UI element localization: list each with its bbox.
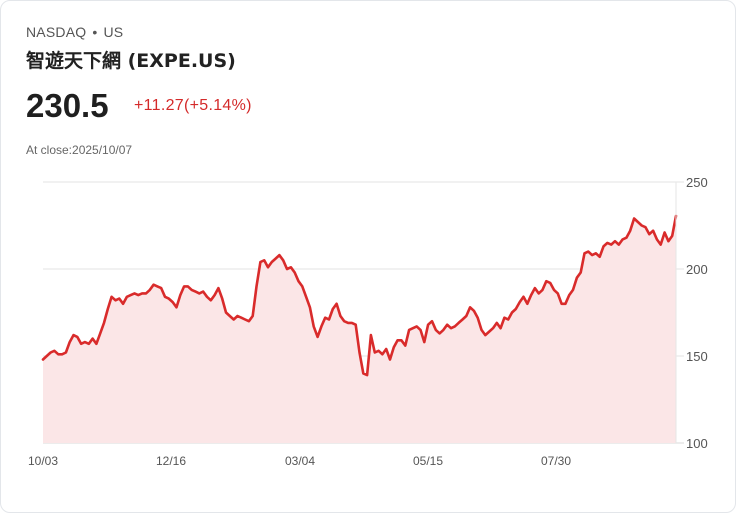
stock-price: 230.5 [26, 87, 109, 124]
exchange-name: NASDAQ [26, 24, 87, 40]
x-tick-label: 12/16 [156, 454, 186, 468]
close-date: At close:2025/10/07 [26, 143, 133, 157]
separator-dot: • [92, 24, 98, 40]
stock-title: 智遊天下網 (EXPE.US) [26, 50, 236, 72]
y-tick-label: 200 [686, 262, 708, 277]
x-tick-label: 10/03 [28, 454, 58, 468]
x-axis-labels: 10/03 12/16 03/04 05/15 07/30 [28, 454, 571, 468]
x-tick-label: 03/04 [285, 454, 315, 468]
price-line [41, 214, 678, 377]
region-label: US [103, 24, 124, 40]
y-tick-label: 100 [686, 436, 708, 451]
x-tick-label: 07/30 [541, 454, 571, 468]
y-tick-label: 150 [686, 349, 708, 364]
y-tick-label: 250 [686, 175, 708, 190]
exchange-line: NASDAQ • US [26, 24, 123, 40]
price-area-fill [43, 215, 676, 443]
price-change: +11.27(+5.14%) [134, 97, 252, 114]
y-axis-labels: 100 150 200 250 [686, 175, 708, 451]
x-tick-label: 05/15 [413, 454, 443, 468]
